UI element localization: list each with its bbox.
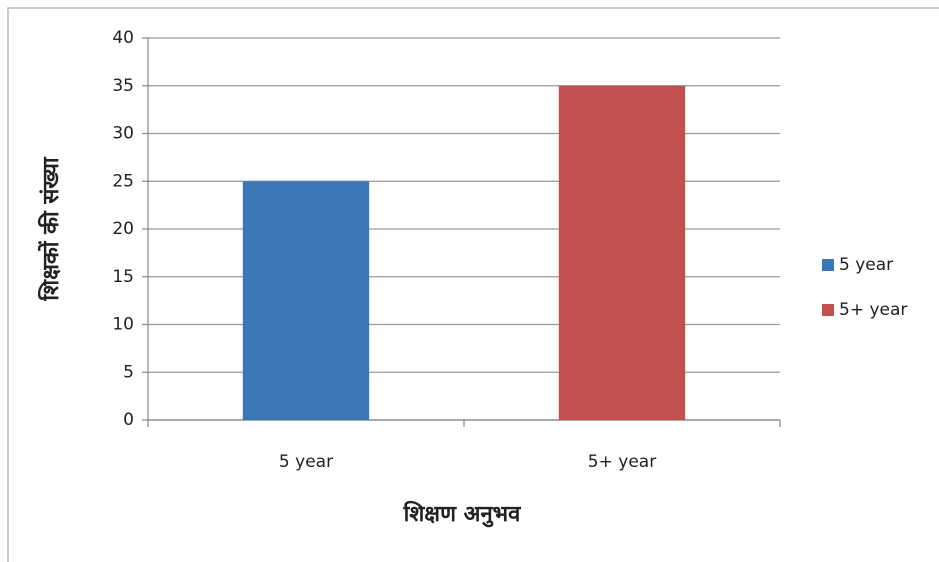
x-axis-title: शिक्षण अनुभव bbox=[403, 500, 521, 528]
legend-label: 5 year bbox=[839, 255, 893, 275]
legend-swatch bbox=[822, 259, 834, 271]
y-tick-label: 35 bbox=[112, 76, 134, 96]
bar bbox=[558, 85, 686, 420]
y-tick-label: 15 bbox=[112, 267, 134, 287]
y-tick-label: 0 bbox=[123, 410, 134, 430]
legend-label: 5+ year bbox=[839, 300, 907, 320]
chart-frame bbox=[7, 7, 939, 562]
x-tick-label: 5 year bbox=[279, 452, 333, 472]
bar bbox=[242, 181, 370, 420]
x-tick-label: 5+ year bbox=[588, 452, 656, 472]
y-tick-label: 40 bbox=[112, 28, 134, 48]
y-axis-title: शिक्षकों की संख्या bbox=[37, 156, 64, 301]
legend-swatch bbox=[822, 304, 834, 316]
y-tick-label: 5 bbox=[123, 362, 134, 382]
y-tick-label: 30 bbox=[112, 124, 134, 144]
y-tick-label: 10 bbox=[112, 315, 134, 335]
y-tick-label: 25 bbox=[112, 171, 134, 191]
y-tick-label: 20 bbox=[112, 219, 134, 239]
